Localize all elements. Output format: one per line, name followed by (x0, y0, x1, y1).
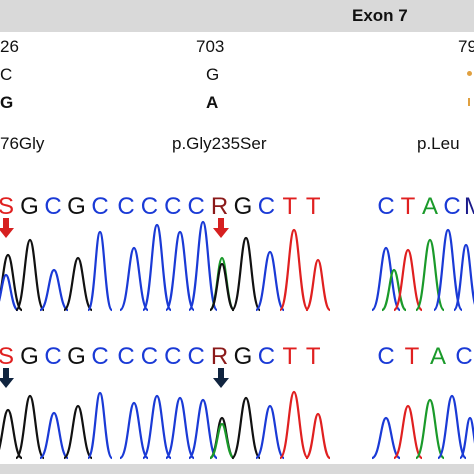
p3t-peak-1 (392, 248, 424, 312)
p1t-peak-3 (62, 256, 94, 312)
p2t-base-1: C (141, 193, 158, 220)
p2b-base-7: T (282, 343, 297, 370)
p3b-peak-2 (414, 398, 446, 460)
position-3: 79 (458, 37, 474, 56)
p2b-peak-2 (164, 396, 196, 460)
p2b-base-2: C (164, 343, 181, 370)
p1b-peak-0 (0, 408, 24, 460)
bottom-bar (0, 464, 474, 474)
p3t-peak-3 (432, 228, 464, 312)
p2b-base-0: C (117, 343, 134, 370)
p1b-base-1: G (20, 343, 39, 370)
p2t-base-7: T (282, 193, 297, 220)
p1b-base-3: G (67, 343, 86, 370)
p3b-peak-0 (371, 416, 401, 460)
p3t-peak-4 (452, 243, 474, 312)
ref-base-2: G (206, 65, 220, 84)
p3t-base-2: A (422, 193, 438, 220)
truncated-alt-mark (468, 98, 470, 106)
p1t-base-0: S (0, 193, 14, 220)
p1b-peak-3 (62, 404, 94, 460)
protein-change-3: p.Leu (417, 134, 460, 153)
p2t-base-0: C (117, 193, 134, 220)
p2b-peak-8 (304, 412, 332, 460)
p3t-base-1: T (401, 193, 416, 220)
p3b-base-1: T (405, 343, 420, 370)
p1t-peak-0b (0, 273, 19, 312)
p2t-base-3: C (188, 193, 205, 220)
p2b-peak-1 (141, 394, 173, 460)
position-1: 26 (0, 37, 19, 56)
p2b-peak-3 (187, 398, 219, 460)
p2t-peak-1 (141, 223, 173, 312)
p1b-base-0: S (0, 343, 14, 370)
p3t-base-3: C (443, 193, 460, 220)
truncated-ref-dot (467, 71, 472, 76)
exon-title: Exon 7 (352, 6, 408, 25)
p2t-peak-6 (254, 250, 286, 312)
p1b-peak-2 (39, 411, 69, 460)
p1b-base-2: C (44, 343, 61, 370)
p2b-peak-0 (118, 401, 150, 460)
p2t-peak-3 (187, 220, 219, 312)
p3b-base-2: A (430, 343, 446, 370)
p2b-peak-4b (209, 422, 235, 460)
p1t-base-3: G (67, 193, 86, 220)
p3b-peak-1 (392, 404, 424, 460)
p2b-base-3: C (188, 343, 205, 370)
p1b-base-4: C (91, 343, 108, 370)
p2t-peak-0 (118, 246, 150, 312)
p1t-peak-0 (0, 253, 24, 312)
p1t-base-1: G (20, 193, 39, 220)
p1t-peak-1 (14, 238, 46, 312)
p1t-peak-2 (39, 268, 69, 312)
p3t-base-4: M (464, 193, 474, 220)
mutation-arrow-bottom-2 (213, 368, 229, 388)
p3b-peak-3 (436, 394, 468, 460)
p2b-base-8: T (306, 343, 321, 370)
p2b-base-1: C (141, 343, 158, 370)
mutation-arrow-top-2 (213, 218, 229, 238)
p3b-base-3: C (455, 343, 472, 370)
p3t-peak-2 (414, 238, 446, 312)
p2t-base-8: T (306, 193, 321, 220)
alt-base-1: G (0, 93, 14, 112)
p2t-base-6: C (258, 193, 275, 220)
p2t-peak-5 (230, 236, 262, 312)
p2t-base-2: C (164, 193, 181, 220)
mutation-arrow-top-1 (0, 218, 14, 238)
p2b-base-6: C (258, 343, 275, 370)
p2b-base-4: R (211, 343, 228, 370)
p2t-base-5: G (234, 193, 253, 220)
p3b-peak-4 (458, 416, 474, 460)
p2t-peak-8 (304, 258, 332, 312)
p2b-peak-5 (230, 396, 262, 460)
protein-change-2: p.Gly235Ser (172, 134, 267, 153)
p2t-peak-7 (278, 228, 310, 312)
p2t-peak-4b (208, 262, 236, 312)
p2t-peak-2 (164, 230, 196, 312)
p3b-base-0: C (377, 343, 394, 370)
p2b-base-5: G (234, 343, 253, 370)
p1b-peak-1 (14, 394, 46, 460)
p3t-peak-0 (370, 246, 402, 312)
p1t-peak-4 (86, 230, 114, 312)
protein-change-1: 76Gly (0, 134, 45, 153)
ref-base-1: C (0, 65, 13, 84)
p2t-base-4: R (211, 193, 228, 220)
p2b-peak-6 (254, 404, 286, 460)
header-bar (0, 0, 474, 32)
alt-base-2: A (206, 93, 219, 112)
mutation-arrow-bottom-1 (0, 368, 14, 388)
position-2: 703 (196, 37, 225, 56)
p1t-base-2: C (44, 193, 61, 220)
p2b-peak-7 (278, 390, 310, 460)
p3t-base-0: C (377, 193, 394, 220)
p1b-peak-4 (86, 391, 114, 460)
p3t-peak-0b (380, 268, 408, 312)
p1t-base-4: C (91, 193, 108, 220)
